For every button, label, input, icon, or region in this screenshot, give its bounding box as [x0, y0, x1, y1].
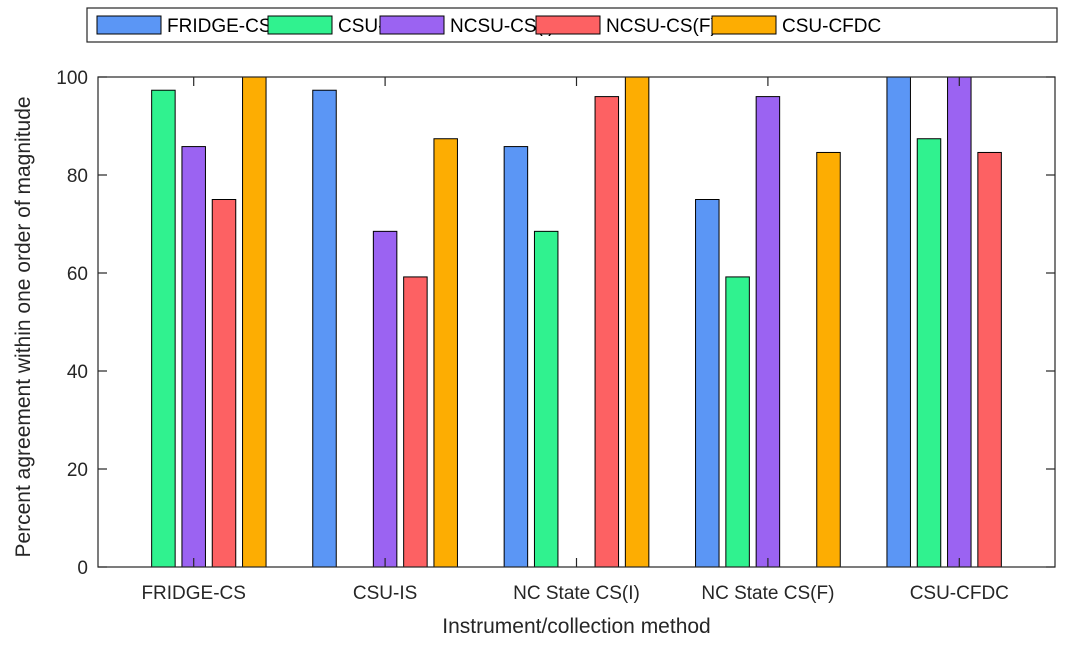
y-tick-label: 100 [56, 68, 88, 89]
y-tick-label: 40 [67, 362, 88, 383]
y-tick-label: 20 [67, 460, 88, 481]
x-tick-label: NC State CS(F) [701, 583, 834, 604]
legend-swatch [267, 15, 333, 35]
y-axis-label: Percent agreement within one order of ma… [12, 96, 35, 557]
bar-csu-is-4 [725, 276, 750, 568]
legend-label: FRIDGE-CS [167, 16, 272, 37]
legend-swatch [96, 15, 162, 35]
bar-ncsu-cs-i--5 [947, 76, 972, 568]
bar-ncsu-cs-f--1 [211, 199, 237, 568]
ticks-group: 0 20 40 60 80 100 FRIDGE-CS CSU-IS NC State CS(I… [56, 68, 1055, 604]
bar-fridge-cs-5 [886, 76, 911, 568]
y-tick-label: 80 [67, 166, 88, 187]
bar-fridge-cs-2 [312, 89, 337, 568]
bars-group [151, 76, 1002, 568]
legend-label: NCSU-CS(I) [450, 16, 555, 37]
x-axis-label: Instrument/collection method [442, 615, 710, 638]
legend-swatch [535, 15, 601, 35]
y-tick-label: 0 [77, 558, 88, 579]
bar-csu-cfdc-4 [816, 151, 841, 568]
bar-ncsu-cs-i--2 [372, 230, 398, 568]
bar-fridge-cs-4 [695, 199, 720, 568]
legend-swatch [379, 15, 445, 35]
legend-label: NCSU-CS(F) [606, 16, 717, 37]
bar-ncsu-cs-f--5 [977, 151, 1002, 568]
plot-frame [97, 76, 1056, 568]
bar-csu-is-3 [533, 230, 559, 568]
bar-csu-cfdc-3 [624, 76, 650, 568]
bar-csu-is-1 [151, 89, 176, 568]
x-tick-label: CSU-IS [353, 583, 417, 604]
x-tick-label: NC State CS(I) [513, 583, 640, 604]
y-tick-label: 60 [67, 264, 88, 285]
bar-ncsu-cs-i--1 [181, 146, 206, 568]
x-tick-label: FRIDGE-CS [141, 583, 246, 604]
axes-group [97, 76, 1056, 568]
bar-csu-cfdc-2 [433, 138, 458, 568]
bar-csu-cfdc-1 [242, 76, 267, 568]
x-tick-label: CSU-CFDC [910, 583, 1009, 604]
bar-ncsu-cs-f--2 [403, 276, 428, 568]
bar-fridge-cs-3 [503, 146, 529, 568]
legend: FRIDGE-CS CSU-IS NCSU-CS(I) NCSU-CS(F) CSU-C… [86, 7, 1058, 43]
legend-label: CSU-CFDC [782, 16, 881, 37]
bar-ncsu-cs-i--4 [755, 96, 781, 568]
bar-ncsu-cs-f--3 [594, 96, 620, 568]
bar-csu-is-5 [916, 138, 942, 568]
legend-swatch [711, 15, 777, 35]
